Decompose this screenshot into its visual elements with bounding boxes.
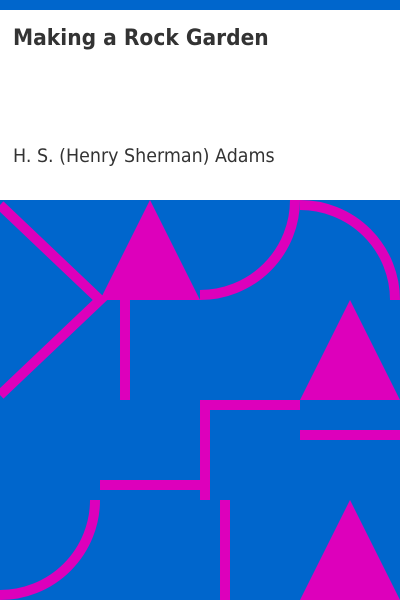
vertical-bar <box>220 500 230 600</box>
triangle-icon <box>300 500 400 600</box>
quarter-circle-arc-icon <box>199 200 300 300</box>
top-accent-bar <box>0 0 400 10</box>
book-title: Making a Rock Garden <box>13 26 269 51</box>
triangle-icon <box>100 200 200 300</box>
book-author: H. S. (Henry Sherman) Adams <box>13 145 275 167</box>
quarter-circle-arc-icon <box>0 499 100 600</box>
l-bracket-vertical <box>200 400 210 500</box>
l-bracket-icon <box>200 400 300 410</box>
cover-pattern-artwork <box>0 200 400 600</box>
triangle-icon <box>300 300 400 400</box>
horizontal-bar <box>100 480 200 490</box>
vertical-bar <box>120 300 130 400</box>
quarter-circle-arc-icon <box>299 200 400 301</box>
horizontal-bar <box>300 430 400 440</box>
